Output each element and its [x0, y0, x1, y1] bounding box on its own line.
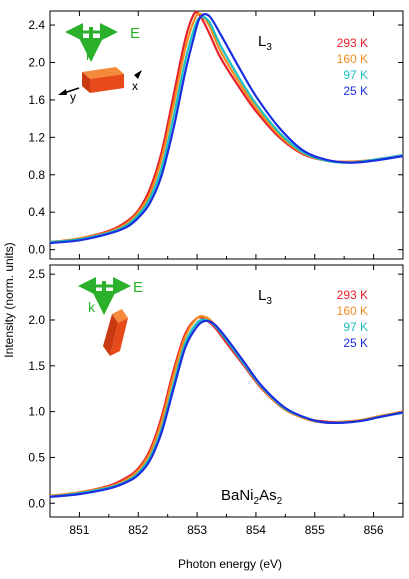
y-tick-label: 1.5 — [28, 359, 45, 373]
y-tick-label: 0.5 — [28, 450, 45, 464]
y-tick-label: 1.2 — [28, 130, 45, 144]
x-axis-label: Photon energy (eV) — [178, 557, 282, 571]
series-line-97k — [49, 15, 404, 244]
y-tick-label: 0.8 — [28, 168, 45, 182]
x-tick-label: 852 — [128, 523, 148, 537]
y-tick-label: 2.4 — [28, 18, 45, 32]
axis-x-arrowhead — [134, 70, 142, 79]
crystal-side-face — [90, 74, 124, 93]
x-tick-label: 856 — [364, 523, 384, 537]
panel-bottom: 851 852 853 854 855 856 0.0 0.5 1.0 1.5 2.0 2.5 293… — [28, 264, 404, 537]
series-line-25k — [49, 319, 404, 498]
legend-entry-293k: 293 K — [337, 288, 368, 302]
legend-entry-25k: 25 K — [343, 84, 368, 98]
geometry-inset-bottom: E k — [78, 277, 143, 356]
y-tick-label: 1.0 — [28, 405, 45, 419]
x-tick-label: 853 — [187, 523, 207, 537]
edge-label-top: L3 — [258, 33, 272, 53]
x-tick-label: 851 — [69, 523, 89, 537]
y-tick-label: 0.4 — [28, 205, 45, 219]
legend-entry-160k: 160 K — [337, 304, 368, 318]
legend-entry-293k: 293 K — [337, 36, 368, 50]
crystal-front-face — [103, 314, 118, 356]
y-tick-label: 1.6 — [28, 93, 45, 107]
k-label: k — [86, 47, 94, 63]
e-field-label: E — [130, 25, 140, 42]
y-tick-label: 0.0 — [28, 243, 45, 257]
y-tick-label: 2.0 — [28, 313, 45, 327]
axis-x-label: x — [132, 79, 138, 93]
y-tick-label: 2.5 — [28, 267, 45, 281]
panel-top: 0.0 0.4 0.8 1.2 1.6 2.0 2.4 293 K 160 K 97 K 25 K… — [28, 10, 404, 260]
axis-y-arrowhead — [58, 89, 67, 95]
legend-entry-160k: 160 K — [337, 52, 368, 66]
edge-label-bottom: L3 — [258, 287, 272, 307]
k-label: k — [88, 299, 96, 315]
x-tick-label: 855 — [305, 523, 325, 537]
crystal-top-face — [82, 67, 124, 79]
legend-entry-25k: 25 K — [343, 336, 368, 350]
y-tick-label: 2.0 — [28, 55, 45, 69]
crystal-front-face — [82, 72, 90, 93]
e-field-label: E — [133, 279, 143, 296]
series-line-25k — [49, 13, 404, 245]
crystal-top-face — [112, 309, 128, 323]
legend-entry-97k: 97 K — [343, 320, 368, 334]
crystal-side-face — [110, 318, 128, 356]
compound-label: BaNi2As2 — [221, 487, 283, 507]
y-axis-label: Intensity (norm. units) — [2, 242, 16, 357]
x-tick-label: 854 — [246, 523, 266, 537]
y-tick-label: 0.0 — [28, 496, 45, 510]
legend-entry-97k: 97 K — [343, 68, 368, 82]
geometry-inset-top: E k y x — [58, 23, 142, 104]
axis-y-label: y — [70, 90, 76, 104]
